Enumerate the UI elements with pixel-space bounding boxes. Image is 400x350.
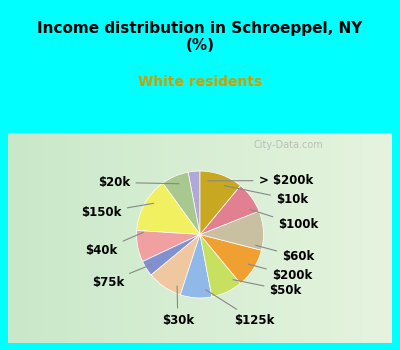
Wedge shape — [143, 234, 200, 275]
Text: City-Data.com: City-Data.com — [253, 140, 323, 150]
Wedge shape — [180, 234, 212, 298]
Text: $200k: $200k — [248, 264, 312, 282]
Wedge shape — [200, 171, 240, 235]
Text: $20k: $20k — [98, 176, 179, 189]
Wedge shape — [200, 211, 264, 250]
Text: > $200k: > $200k — [208, 174, 313, 187]
Wedge shape — [163, 172, 200, 234]
Text: $125k: $125k — [206, 290, 274, 327]
Text: $40k: $40k — [86, 232, 144, 257]
Text: $100k: $100k — [250, 209, 318, 231]
Text: $75k: $75k — [92, 265, 152, 289]
Text: $50k: $50k — [233, 280, 302, 297]
Wedge shape — [137, 183, 200, 235]
Text: $60k: $60k — [256, 245, 314, 263]
Wedge shape — [200, 234, 240, 297]
Wedge shape — [200, 234, 262, 284]
Wedge shape — [200, 186, 259, 234]
Text: $150k: $150k — [82, 203, 154, 219]
Wedge shape — [136, 231, 200, 261]
Wedge shape — [188, 171, 200, 235]
Text: $30k: $30k — [162, 286, 194, 327]
Text: White residents: White residents — [138, 75, 262, 89]
Text: $10k: $10k — [224, 186, 308, 206]
Text: Income distribution in Schroeppel, NY
(%): Income distribution in Schroeppel, NY (%… — [37, 21, 363, 54]
Wedge shape — [151, 234, 200, 295]
